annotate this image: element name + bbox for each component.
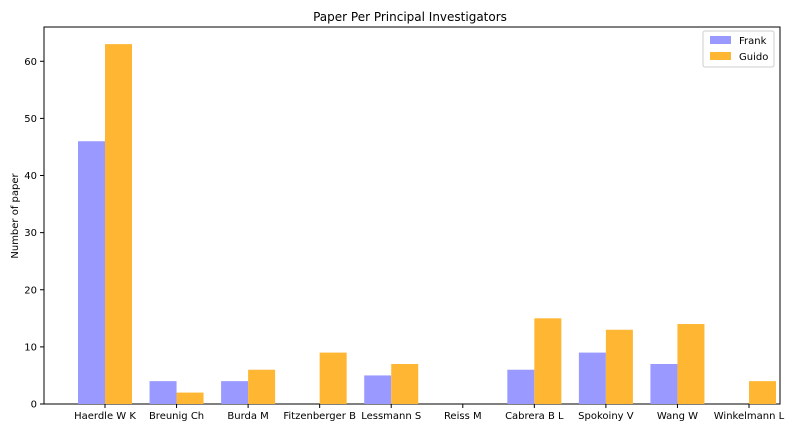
y-axis-label: Number of paper (10, 172, 21, 258)
bar-guido (534, 318, 562, 404)
y-tick-label: 0 (31, 400, 37, 411)
bar-guido (176, 392, 204, 404)
plot-frame (43, 26, 781, 405)
bar-guido (749, 381, 776, 404)
bar-guido (105, 44, 132, 405)
x-tick-label: Lessmann S (361, 411, 421, 422)
legend: Frank Guido (702, 30, 775, 68)
bar-frank (650, 364, 678, 404)
x-tick-label: Reiss M (444, 411, 482, 422)
x-tick-label: Breunig Ch (149, 411, 204, 422)
legend-swatch (710, 52, 731, 60)
x-tick-label: Cabrera B L (505, 411, 564, 422)
bar-frank (364, 375, 392, 404)
x-tick-label: Haerdle W K (74, 411, 136, 422)
legend-label: Frank (739, 36, 767, 47)
bar-guido (248, 369, 276, 404)
bar-frank (221, 381, 249, 404)
x-tick-label: Spokoiny V (578, 411, 634, 422)
x-tick-label: Burda M (227, 411, 268, 422)
bar-guido (605, 329, 633, 404)
bar-frank (507, 369, 535, 404)
y-tick-label: 20 (24, 285, 37, 296)
x-tick-label: Winkelmann L (714, 411, 785, 422)
legend-label: Guido (739, 52, 768, 63)
x-tick-label: Wang W (657, 411, 698, 422)
bar-guido (319, 352, 347, 404)
bar-frank (149, 381, 177, 404)
y-tick-label: 10 (24, 342, 37, 353)
chart-title: Paper Per Principal Investigators (313, 10, 507, 24)
y-tick-label: 30 (24, 228, 37, 239)
y-tick-label: 40 (24, 171, 37, 182)
plot-area: 0 10 20 30 40 50 60 Haerdle W K Breunig Ch Burda … (24, 26, 785, 422)
legend-swatch (710, 36, 731, 44)
x-tick-label: Fitzenberger B (283, 411, 356, 422)
bar-guido (677, 324, 705, 404)
y-tick-label: 60 (24, 57, 37, 68)
bar-frank (578, 352, 606, 404)
bar-frank (78, 141, 105, 404)
bar-guido (391, 364, 419, 404)
y-tick-label: 50 (24, 114, 37, 125)
